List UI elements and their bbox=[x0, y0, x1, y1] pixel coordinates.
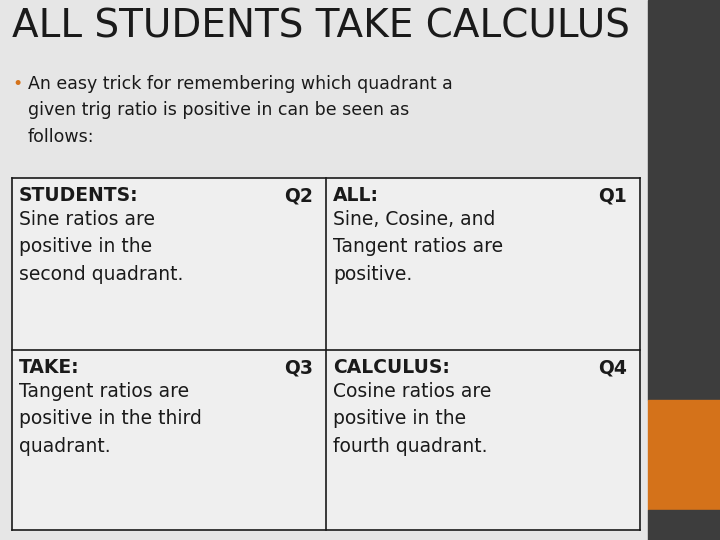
Text: CALCULUS:: CALCULUS: bbox=[333, 358, 450, 377]
Text: Q2: Q2 bbox=[284, 186, 313, 205]
Text: Q3: Q3 bbox=[284, 358, 313, 377]
Text: Q4: Q4 bbox=[598, 358, 627, 377]
Text: Tangent ratios are
positive in the third
quadrant.: Tangent ratios are positive in the third… bbox=[19, 382, 202, 456]
Bar bbox=[648, 0, 720, 400]
Text: Cosine ratios are
positive in the
fourth quadrant.: Cosine ratios are positive in the fourth… bbox=[333, 382, 491, 456]
Text: Sine, Cosine, and
Tangent ratios are
positive.: Sine, Cosine, and Tangent ratios are pos… bbox=[333, 210, 503, 284]
Text: •: • bbox=[12, 75, 22, 93]
Bar bbox=[12, 178, 640, 530]
Text: ALL:: ALL: bbox=[333, 186, 379, 205]
Text: ALL STUDENTS TAKE CALCULUS: ALL STUDENTS TAKE CALCULUS bbox=[12, 8, 630, 46]
Text: Sine ratios are
positive in the
second quadrant.: Sine ratios are positive in the second q… bbox=[19, 210, 184, 284]
Text: STUDENTS:: STUDENTS: bbox=[19, 186, 139, 205]
Bar bbox=[648, 400, 720, 510]
Text: Q1: Q1 bbox=[598, 186, 627, 205]
Bar bbox=[648, 510, 720, 540]
Text: An easy trick for remembering which quadrant a
given trig ratio is positive in c: An easy trick for remembering which quad… bbox=[28, 75, 453, 146]
Text: TAKE:: TAKE: bbox=[19, 358, 80, 377]
